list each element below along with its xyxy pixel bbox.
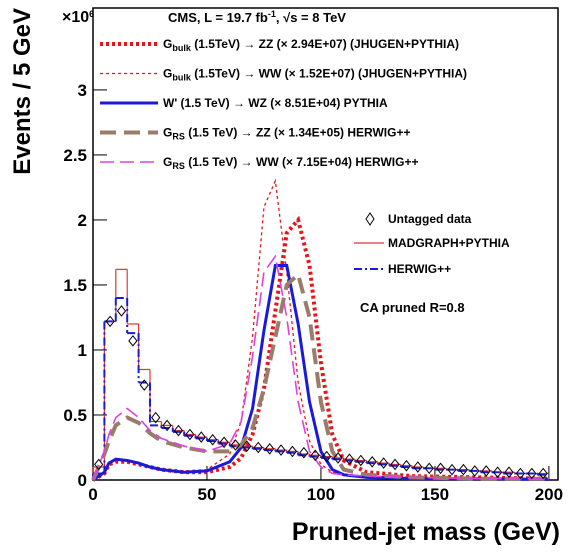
data-point <box>310 449 320 462</box>
legend-label: GRS (1.5 TeV) → ZZ (× 1.34E+05) HERWIG++ <box>163 126 411 142</box>
y-tick-label: 0 <box>78 471 87 490</box>
data-point <box>458 463 469 476</box>
data-point <box>413 461 423 473</box>
data-point <box>185 428 195 441</box>
signal-line <box>91 270 549 481</box>
x-tick-label: 100 <box>307 485 335 504</box>
data-point <box>321 450 332 463</box>
legend-label-part: G <box>163 37 172 51</box>
legend-label: Gbulk (1.5TeV) → WW (× 1.52E+07) (JHUGEN… <box>163 67 467 83</box>
data-point <box>116 305 127 317</box>
data-point <box>242 440 252 452</box>
data-point <box>173 424 184 437</box>
data-point <box>265 442 275 455</box>
data-point <box>139 379 149 391</box>
data-point <box>253 441 263 454</box>
legend-label: W' (1.5 TeV) → WZ (× 8.51E+04) PYTHIA <box>163 96 388 110</box>
data-point <box>344 453 355 465</box>
x-tick-label: 200 <box>535 485 563 504</box>
y-tick-label: 1.5 <box>63 276 87 295</box>
chart-title-part: -1 <box>268 9 276 19</box>
data-point <box>128 335 138 347</box>
data-point <box>527 467 537 480</box>
plot-frame <box>92 7 559 481</box>
y-multiplier-part: ×10 <box>62 9 89 26</box>
y-multiplier-part: 6 <box>89 9 94 19</box>
legend-label: Gbulk (1.5TeV) → ZZ (× 2.94E+07) (JHUGEN… <box>163 37 459 53</box>
data-point <box>333 452 343 464</box>
data-point <box>230 439 241 451</box>
data-point <box>105 315 115 328</box>
data-point <box>390 458 400 471</box>
legend-label-part: (1.5TeV) → WW (× 1.52E+07) (JHUGEN+PYTHI… <box>191 67 467 81</box>
data-point <box>299 446 309 459</box>
data-point <box>504 466 514 478</box>
data-point <box>196 431 206 443</box>
legend-marker <box>365 212 375 226</box>
signal-line <box>92 215 549 482</box>
annotation: CA pruned R=0.8 <box>360 300 465 315</box>
legend-label-part: G <box>163 126 172 140</box>
legend-label-part: (1.5TeV) → ZZ (× 2.94E+07) (JHUGEN+PYTHI… <box>191 37 459 51</box>
y-tick-label: 1 <box>78 341 87 360</box>
data-point <box>470 465 480 477</box>
x-axis-label: Pruned-jet mass (GeV) <box>292 518 560 546</box>
data-point <box>515 467 526 480</box>
legend-label-part: RS <box>172 161 185 171</box>
data-point <box>424 462 434 475</box>
legend-label-part: bulk <box>172 43 191 53</box>
data-point <box>378 457 389 469</box>
x-tick-label: 50 <box>198 485 217 504</box>
chart-title-part: CMS, L = 19.7 fb <box>168 10 268 25</box>
data-point <box>94 458 104 471</box>
legend-label: HERWIG++ <box>388 262 451 276</box>
x-tick-label: 0 <box>88 485 97 504</box>
legend-label: GRS (1.5 TeV) → WW (× 7.15E+04) HERWIG++ <box>163 155 418 171</box>
legend-label-part: bulk <box>172 73 191 83</box>
data-point <box>401 459 412 472</box>
y-axis-label: Events / 5 GeV <box>9 8 36 175</box>
data-point <box>435 462 446 475</box>
legend-label-part: G <box>163 155 172 169</box>
data-point <box>481 465 491 477</box>
y-tick-label: 2.5 <box>63 146 87 165</box>
x-tick-label: 150 <box>421 485 449 504</box>
data-point <box>208 433 218 446</box>
y-multiplier: ×106 <box>62 9 94 26</box>
chart-title-part: , √s = 8 TeV <box>276 10 346 25</box>
data-point <box>162 419 172 432</box>
data-point <box>151 411 161 424</box>
chart-title: CMS, L = 19.7 fb-1, √s = 8 TeV <box>168 9 346 25</box>
y-tick-label: 2 <box>78 211 87 230</box>
legend-label: MADGRAPH+PYTHIA <box>388 236 510 250</box>
data-point <box>356 454 366 467</box>
legend-label-part: W' (1.5 TeV) → WZ (× 8.51E+04) PYTHIA <box>163 96 388 110</box>
y-tick-label: 0.5 <box>63 406 87 425</box>
data-point <box>447 463 457 476</box>
legend-label-part: G <box>163 67 172 81</box>
legend-label-part: RS <box>172 132 185 142</box>
legend-label: Untagged data <box>388 212 472 226</box>
data-point <box>276 444 286 456</box>
signal-line <box>92 263 549 482</box>
y-tick-label: 3 <box>78 81 87 100</box>
data-point <box>287 445 298 458</box>
signal-line <box>92 178 549 481</box>
data-point <box>367 455 377 468</box>
data-point <box>492 466 503 478</box>
signal-line <box>92 254 549 481</box>
data-point <box>538 467 548 480</box>
data-point <box>219 436 229 449</box>
legend-label-part: (1.5 TeV) → ZZ (× 1.34E+05) HERWIG++ <box>185 126 411 140</box>
legend-label-part: (1.5 TeV) → WW (× 7.15E+04) HERWIG++ <box>185 155 419 169</box>
